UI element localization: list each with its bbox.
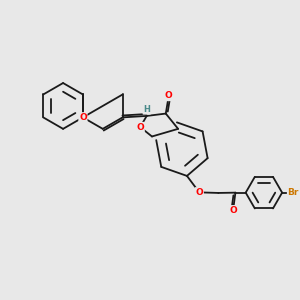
Text: O: O bbox=[165, 92, 172, 100]
Text: H: H bbox=[143, 105, 150, 114]
Text: O: O bbox=[195, 188, 203, 197]
Text: O: O bbox=[79, 113, 87, 122]
Text: O: O bbox=[136, 123, 144, 132]
Text: Br: Br bbox=[288, 188, 299, 197]
Text: O: O bbox=[229, 206, 237, 215]
